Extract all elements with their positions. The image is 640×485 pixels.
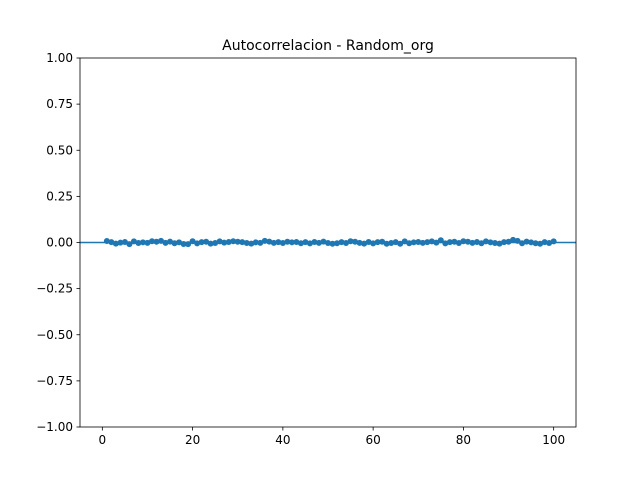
- x-tick-label: 0: [99, 433, 107, 447]
- y-tick-label: 0.00: [46, 236, 73, 250]
- y-tick-label: −0.25: [36, 282, 73, 296]
- y-tick-label: 1.00: [46, 51, 73, 65]
- x-tick-label: 60: [365, 433, 380, 447]
- x-tick-label: 20: [185, 433, 200, 447]
- y-tick-label: −0.75: [36, 374, 73, 388]
- x-tick-label: 100: [542, 433, 565, 447]
- x-tick-label: 40: [275, 433, 290, 447]
- chart-title: Autocorrelacion - Random_org: [222, 38, 434, 54]
- y-tick-label: 0.25: [46, 189, 73, 203]
- data-point: [550, 238, 557, 245]
- y-tick-label: −1.00: [36, 420, 73, 434]
- y-tick-label: 0.75: [46, 97, 73, 111]
- x-tick-label: 80: [456, 433, 471, 447]
- y-tick-label: 0.50: [46, 143, 73, 157]
- y-tick-label: −0.50: [36, 328, 73, 342]
- data-point: [510, 236, 517, 243]
